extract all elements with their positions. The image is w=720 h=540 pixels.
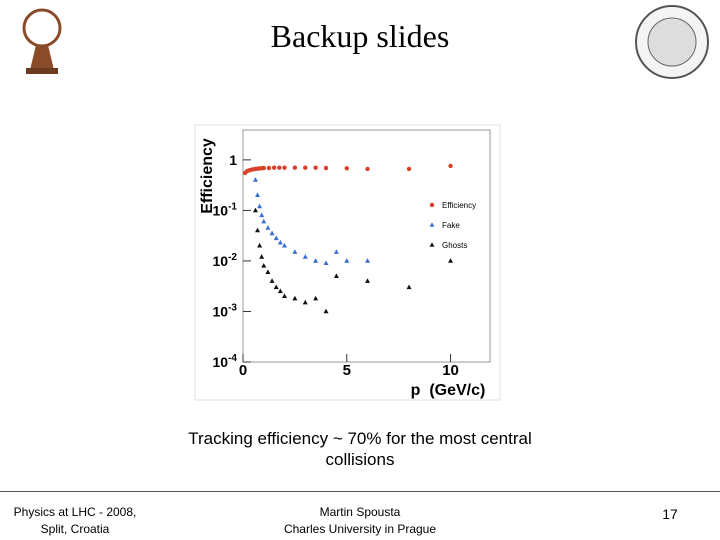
data-point bbox=[273, 235, 279, 241]
data-point bbox=[261, 263, 267, 268]
data-point bbox=[292, 249, 298, 254]
footer-text: Physics at LHC - 2008, bbox=[13, 505, 137, 519]
data-point bbox=[277, 239, 283, 245]
data-point bbox=[448, 163, 453, 169]
data-point bbox=[255, 227, 261, 233]
data-point bbox=[277, 288, 283, 294]
y-tick-label: 10-4 bbox=[213, 353, 238, 370]
chart: 0 5 10 10-4 10-3 10-2 10-1 1 p (GeV/c) Efficiency… bbox=[199, 129, 491, 399]
data-point bbox=[323, 165, 329, 171]
data-point bbox=[266, 165, 272, 171]
data-point bbox=[344, 166, 349, 171]
legend-label: Efficiency bbox=[442, 201, 476, 210]
footer-text: Split, Croatia bbox=[40, 522, 110, 536]
data-point bbox=[269, 278, 275, 283]
data-point bbox=[252, 177, 258, 182]
data-point bbox=[252, 207, 258, 213]
data-point bbox=[265, 225, 271, 230]
data-point bbox=[333, 273, 339, 278]
data-point bbox=[333, 249, 339, 254]
data-point bbox=[313, 258, 319, 263]
data-point bbox=[271, 165, 277, 170]
plot-area bbox=[242, 129, 491, 363]
data-point bbox=[257, 242, 263, 248]
data-point bbox=[365, 166, 370, 172]
data-point bbox=[323, 308, 329, 314]
y-tick-label: 10-1 bbox=[213, 201, 238, 218]
data-point bbox=[282, 293, 288, 299]
data-point bbox=[261, 218, 267, 224]
data-point bbox=[269, 230, 275, 236]
page-number: 17 bbox=[662, 506, 678, 522]
y-tick-label: 10-2 bbox=[213, 252, 238, 269]
data-point bbox=[292, 165, 298, 170]
data-point bbox=[265, 269, 271, 274]
data-point bbox=[406, 166, 412, 172]
data-point bbox=[313, 295, 319, 301]
legend-label: Fake bbox=[442, 221, 460, 230]
data-point bbox=[303, 165, 308, 170]
legend-marker bbox=[429, 202, 435, 208]
university-seal bbox=[635, 5, 709, 79]
data-point bbox=[282, 242, 288, 248]
footer-left: Physics at LHC - 2008, Split, Croatia bbox=[0, 504, 150, 538]
data-point bbox=[406, 284, 412, 290]
data-point bbox=[313, 165, 318, 170]
x-tick-label: 5 bbox=[343, 362, 351, 379]
data-point bbox=[261, 165, 266, 171]
data-point bbox=[292, 295, 298, 301]
data-point bbox=[448, 258, 454, 263]
y-tick-label: 10-3 bbox=[213, 302, 238, 319]
x-axis-label: p (GeV/c) bbox=[411, 382, 486, 399]
footer-rule bbox=[0, 491, 720, 492]
atlas-logo bbox=[22, 8, 62, 74]
data-point bbox=[302, 254, 308, 259]
data-point bbox=[344, 258, 350, 263]
x-tick-label: 10 bbox=[442, 362, 459, 379]
legend-marker bbox=[429, 222, 435, 227]
data-point bbox=[365, 278, 371, 283]
data-point bbox=[277, 165, 282, 170]
data-point bbox=[255, 192, 261, 197]
footer-text: Charles University in Prague bbox=[283, 522, 437, 536]
data-point bbox=[323, 260, 329, 266]
y-axis-label: Efficiency bbox=[199, 138, 216, 214]
data-point bbox=[259, 212, 265, 218]
footer-center: Martin Spousta Charles University in Pra… bbox=[260, 504, 460, 538]
legend-label: Ghosts bbox=[442, 241, 467, 250]
data-point bbox=[257, 203, 263, 209]
x-tick-label: 0 bbox=[239, 362, 247, 379]
caption: Tracking efficiency ~ 70% for the most c… bbox=[188, 429, 532, 469]
slide-title: Backup slides bbox=[270, 18, 450, 54]
data-point bbox=[273, 284, 279, 290]
data-point bbox=[259, 254, 265, 259]
legend-marker bbox=[429, 242, 435, 247]
data-point bbox=[302, 299, 308, 305]
data-point bbox=[282, 165, 287, 170]
footer-text: Martin Spousta bbox=[319, 505, 401, 519]
data-point bbox=[365, 258, 371, 263]
y-tick-label: 1 bbox=[229, 152, 237, 168]
